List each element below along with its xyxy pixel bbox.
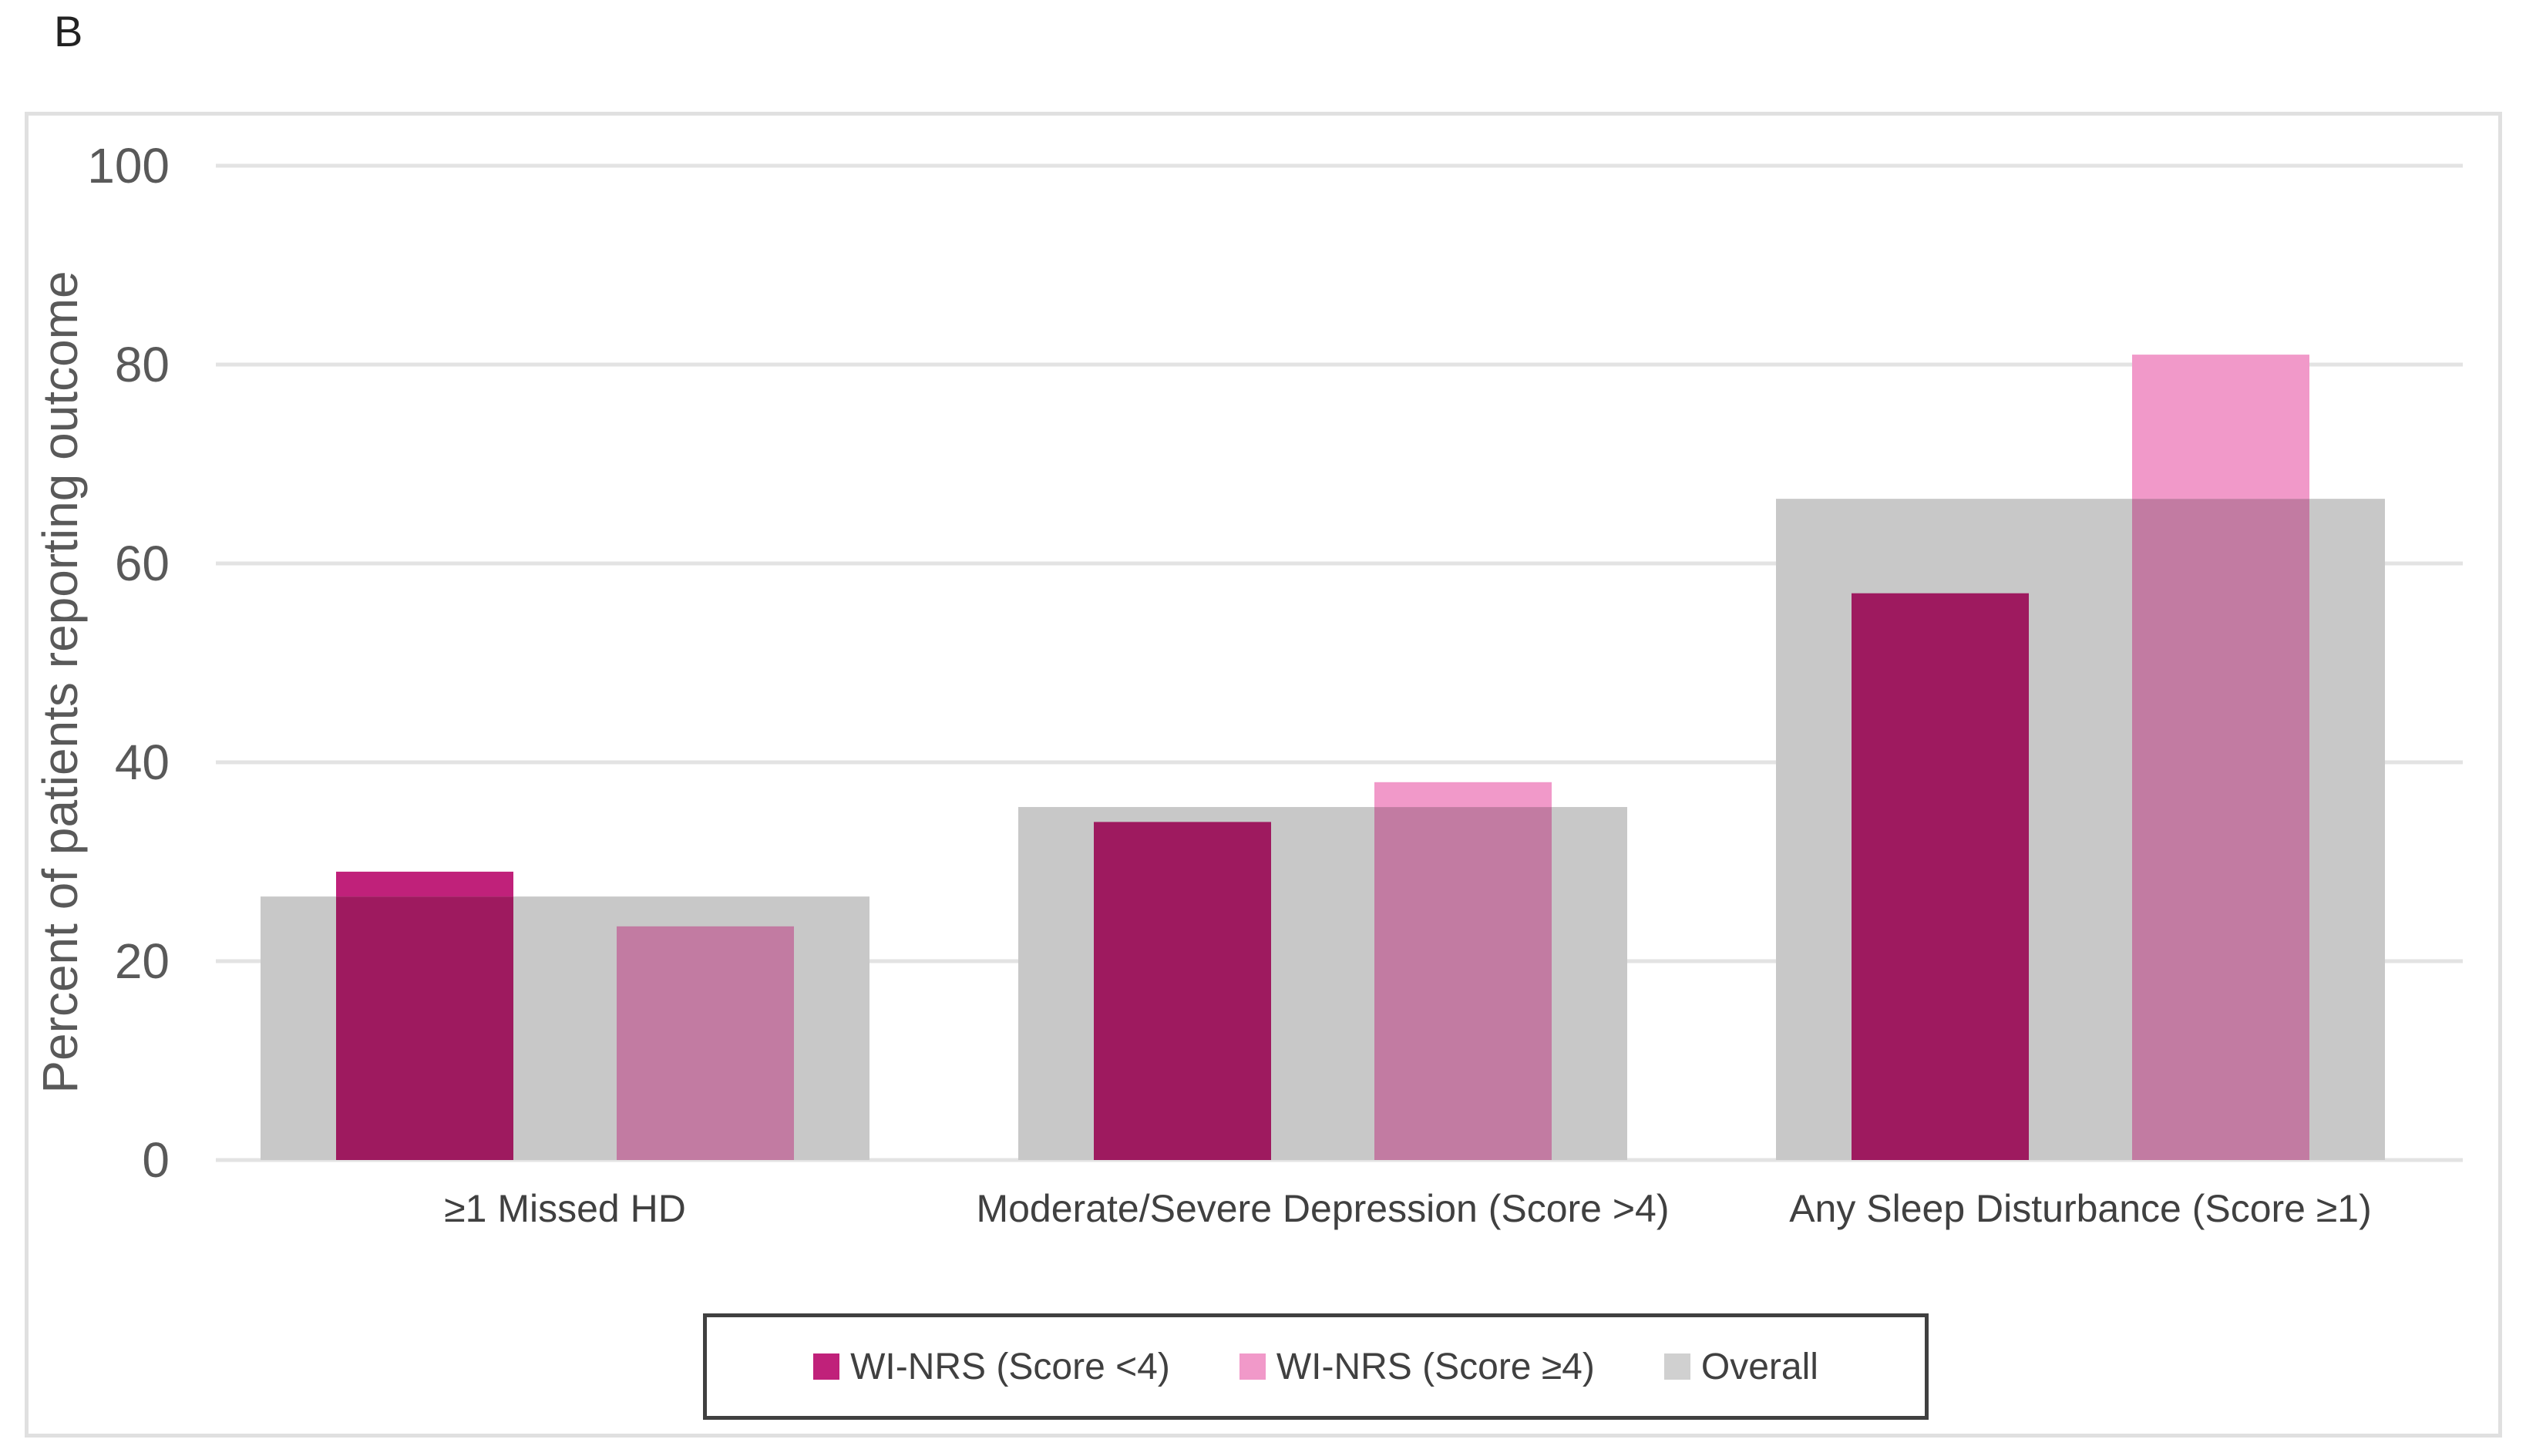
legend-item-high: WI-NRS (Score ≥4) (1239, 1346, 1595, 1388)
bar-wi-nrs-low (336, 896, 513, 1160)
legend-item-low: WI-NRS (Score <4) (813, 1346, 1170, 1388)
x-category-label: Any Sleep Disturbance (Score ≥1) (1789, 1187, 2372, 1230)
panel-label: B (54, 7, 83, 55)
y-tick-label: 40 (115, 735, 170, 790)
bar-wi-nrs-low-above-overall (336, 871, 513, 897)
y-tick-label: 80 (115, 337, 170, 392)
bar-wi-nrs-low (1852, 593, 2029, 1160)
x-category-label: Moderate/Severe Depression (Score >4) (976, 1187, 1669, 1230)
bar-wi-nrs-high (2132, 499, 2309, 1160)
bars (261, 355, 2385, 1160)
x-category-label: ≥1 Missed HD (444, 1187, 686, 1230)
chart-frame (25, 112, 2502, 1438)
y-axis-title: Percent of patients reporting outcome (32, 271, 88, 1093)
y-tick-labels: 0 20 40 60 80 100 (87, 138, 170, 1188)
bar-wi-nrs-high-above-overall (1374, 782, 1552, 808)
bar-wi-nrs-low (1094, 822, 1271, 1160)
y-tick-label: 100 (87, 138, 170, 193)
bar-wi-nrs-high-above-overall (2132, 355, 2309, 499)
legend-item-overall: Overall (1663, 1346, 1818, 1388)
legend-label-low: WI-NRS (Score <4) (850, 1346, 1170, 1387)
legend-label-high: WI-NRS (Score ≥4) (1276, 1346, 1595, 1387)
legend-swatch-low (813, 1353, 840, 1380)
legend-label-overall: Overall (1700, 1346, 1818, 1387)
legend: WI-NRS (Score <4) WI-NRS (Score ≥4) Over… (703, 1313, 1929, 1420)
bar-wi-nrs-high (617, 926, 794, 1160)
y-tick-label: 60 (115, 536, 170, 591)
legend-swatch-overall (1663, 1353, 1690, 1380)
legend-swatch-high (1239, 1353, 1266, 1380)
y-tick-label: 20 (115, 933, 170, 989)
y-tick-label: 0 (142, 1132, 170, 1188)
x-category-labels: ≥1 Missed HD Moderate/Severe Depression (… (444, 1187, 2372, 1230)
bar-wi-nrs-high (1374, 807, 1552, 1160)
